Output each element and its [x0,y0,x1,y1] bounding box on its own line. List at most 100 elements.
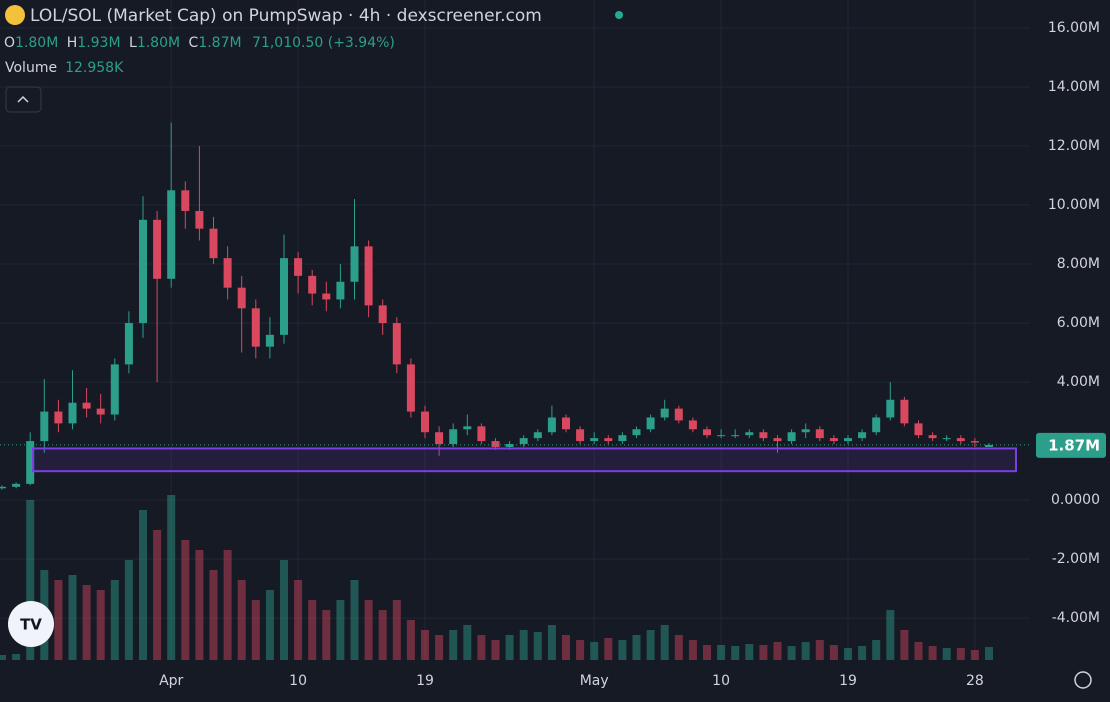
tv-logo[interactable] [8,601,54,647]
volume-bar [308,600,317,660]
x-tick-label: 10 [289,673,307,689]
ohlc-key: C [189,35,199,51]
volume-bar [449,630,458,660]
volume-bar [251,600,260,660]
candle-body [914,423,923,436]
y-tick-label: 12.00M [1048,138,1100,154]
volume-bar [392,600,401,660]
volume-bar [900,630,909,660]
candle-body [942,438,951,440]
candle-body [378,305,387,324]
candle-body [40,411,49,442]
candle-body [322,293,331,300]
candle-body [759,432,768,439]
volume-bar [858,646,867,660]
volume-bar [54,580,63,660]
candle-body [491,441,500,447]
candle-body [660,408,669,418]
candle-body [0,486,6,489]
volume-bar [110,580,119,660]
volume-bar [731,646,740,660]
candle-body [970,441,979,443]
y-tick-label: 0.0000 [1051,492,1100,508]
candle-body [223,258,232,288]
volume-bar [237,580,246,660]
volume-bar [26,500,35,660]
candle-body [308,275,317,294]
volume-bar [406,620,415,660]
ohlc-value: 1.93M [77,35,120,51]
volume-bar [562,635,570,660]
candle-body [463,426,472,430]
candle-body [167,190,176,279]
volume-bar [886,610,895,660]
volume-bar [181,540,190,660]
candle-body [265,334,274,347]
candle-body [956,438,965,442]
volume-bar [942,648,951,660]
candle-body [110,364,119,415]
volume-bar [350,580,359,660]
ohlc-value: 1.80M [15,35,58,51]
volume-bar [364,600,373,660]
volume-bar [336,600,345,660]
candle-body [844,438,852,442]
volume-bar [294,580,303,660]
volume-bar [970,650,979,660]
candle-body [421,411,429,433]
volume-bar [547,625,556,660]
y-tick-label: 4.00M [1057,374,1100,390]
volume-bar [322,610,331,660]
candle-body [26,441,35,484]
candle-body [139,219,147,324]
candle-body [449,429,458,445]
collapse-button[interactable] [5,86,42,113]
candle-body [533,432,542,439]
y-tick-label: 6.00M [1057,315,1100,331]
candle-body [392,323,401,365]
volume-bar [703,645,711,660]
volume-bar [223,550,232,660]
token-icon [5,5,25,25]
volume-bar [872,640,881,660]
y-tick-label: -4.00M [1052,610,1100,626]
candle-body [181,190,190,211]
y-tick-label: -2.00M [1052,551,1100,567]
candle-body [195,210,204,229]
volume-bar [124,560,133,660]
ohlc-key: O [4,35,15,51]
candle-body [773,438,782,442]
candle-body [703,429,711,436]
volume-bar [378,610,387,660]
chart-title: LOL/SOL (Market Cap) on PumpSwap · 4h · … [30,6,542,26]
volume-bar [829,645,838,660]
x-tick-label: May [580,673,609,689]
ohlc-key: L [129,35,137,51]
candle-body [646,417,655,430]
volume-bar [632,635,641,660]
change: 71,010.50 (+3.94%) [252,35,395,51]
volume-bar [745,644,754,660]
candle-body [618,435,627,442]
volume-bar [928,646,937,660]
x-tick-label: Apr [159,673,183,689]
candle-body [745,432,754,436]
volume-bar [265,590,274,660]
candle-body [688,420,697,430]
candle-body [872,417,881,433]
volume-bar [576,640,585,660]
volume-bar [280,560,288,660]
ohlc-value: 1.87M [198,35,241,51]
candle-body [294,258,303,276]
y-tick-label: 14.00M [1048,79,1100,95]
candle-body [858,432,867,439]
candle-body [336,281,345,300]
volume-bar [674,635,683,660]
candle-body [280,258,288,335]
volume-bar [209,570,218,660]
settings-button[interactable] [1074,671,1092,689]
candle-body [900,399,909,424]
candle-body [124,323,133,365]
volume-bar [0,655,6,660]
tv-logo-text: TV [20,616,42,634]
